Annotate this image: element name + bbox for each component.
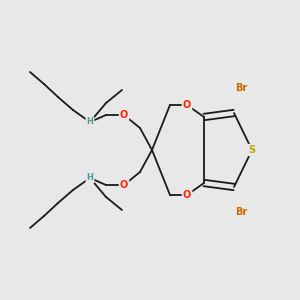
- Text: O: O: [183, 100, 191, 110]
- Text: H: H: [87, 118, 93, 127]
- Text: Br: Br: [235, 83, 247, 93]
- Text: S: S: [248, 145, 256, 155]
- Text: O: O: [120, 110, 128, 120]
- Text: Br: Br: [235, 207, 247, 217]
- Text: H: H: [87, 173, 93, 182]
- Text: O: O: [120, 180, 128, 190]
- Text: O: O: [183, 190, 191, 200]
